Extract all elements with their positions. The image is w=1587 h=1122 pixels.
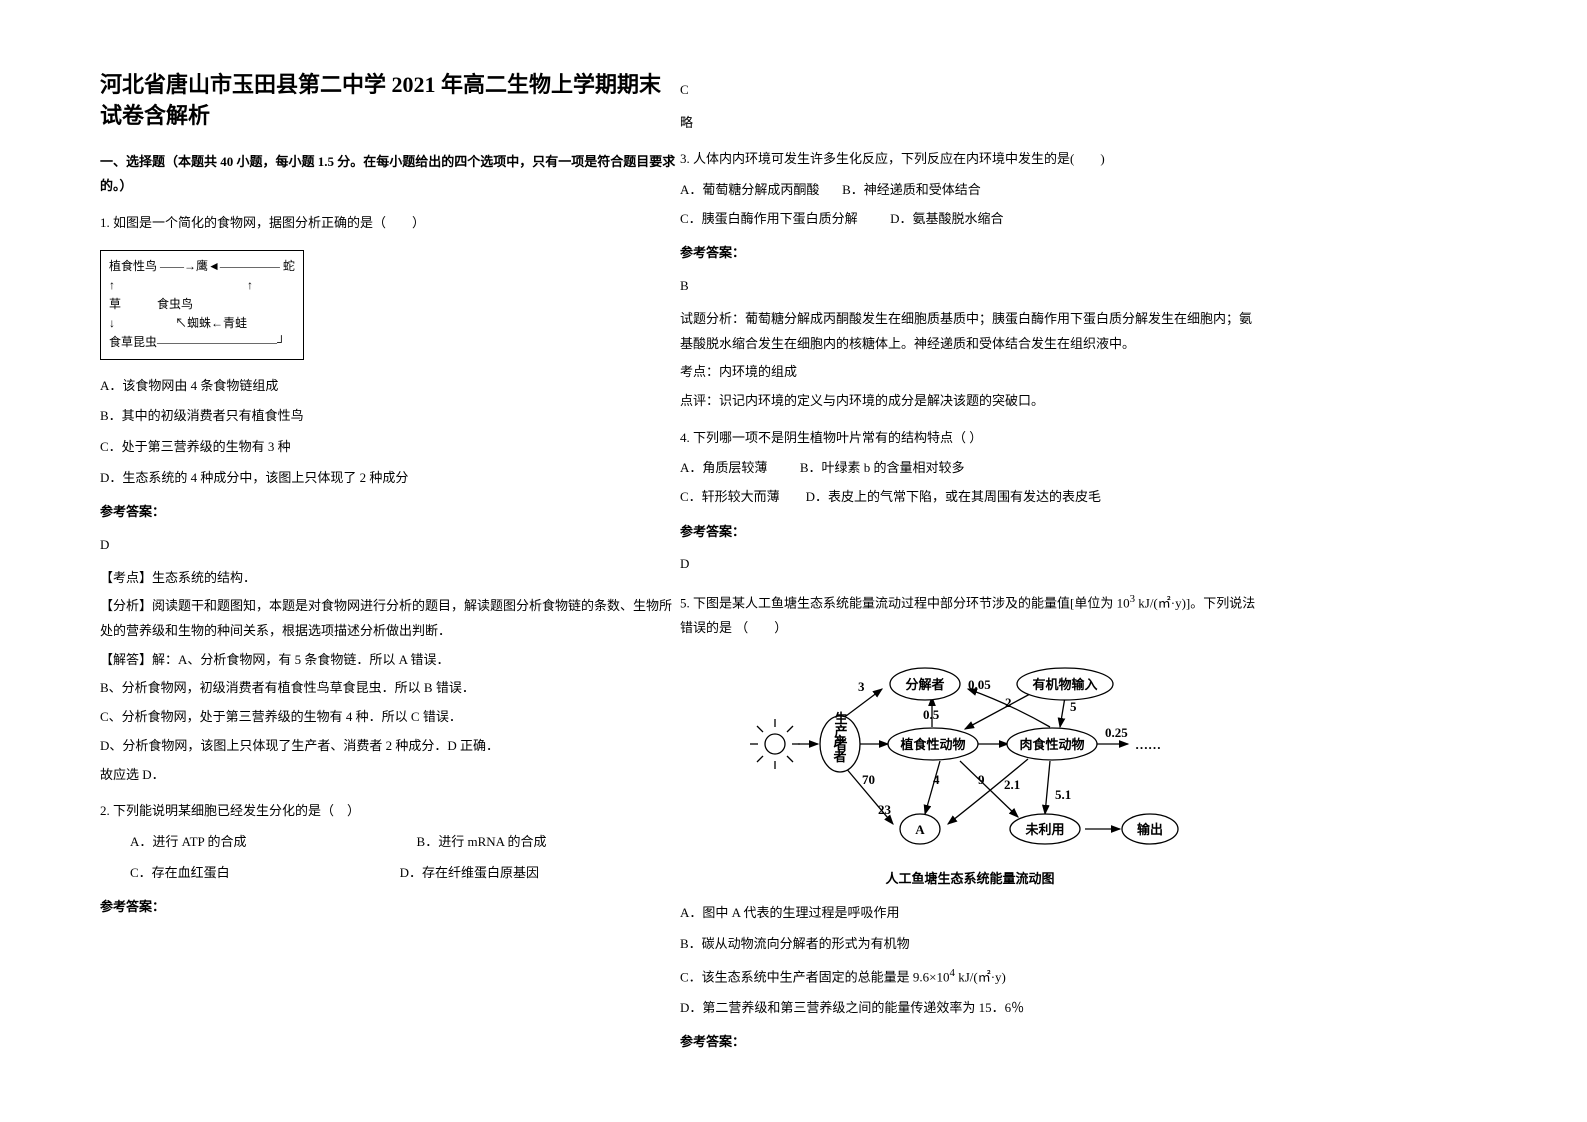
svg-text:植食性动物: 植食性动物: [899, 737, 965, 752]
q5-opt-c-b: kJ/(㎡·y): [955, 969, 1006, 984]
q2-opt-a: A．进行 ATP 的合成: [130, 830, 247, 855]
q1-analysis: C、分析食物网，处于第三营养级的生物有 4 种．所以 C 错误．: [100, 705, 680, 730]
q4-opt-d: D．表皮上的气常下陷，或在其周围有发达的表皮毛: [806, 489, 1101, 504]
q5-opt-d: D．第二营养级和第三营养级之间的能量传递效率为 15．6％: [680, 996, 1260, 1021]
q5-energy-flow-diagram: 生产者 产 者 分解者 有机物输入 植食性动物 肉食性动物 A 未利用 输出 ……: [680, 649, 1260, 859]
q1-opt-c: C．处于第三营养级的生物有 3 种: [100, 435, 680, 460]
left-page: 河北省唐山市玉田县第二中学 2021 年高二生物上学期期末试卷含解析 一、选择题…: [100, 70, 680, 920]
svg-text:5: 5: [1070, 699, 1077, 714]
q4-ans-label: 参考答案：: [680, 520, 1260, 545]
svg-text:5.1: 5.1: [1055, 787, 1071, 802]
q2-analysis: 略: [680, 111, 1260, 136]
q5-diagram-caption: 人工鱼塘生态系统能量流动图: [680, 867, 1260, 892]
foodweb-row: 草 食虫鸟: [109, 295, 295, 314]
q1-analysis: 【分析】阅读题干和题图知，本题是对食物网进行分析的题目，解读题图分析食物链的条数…: [100, 594, 680, 643]
q3-opt-c: C．胰蛋白酶作用下蛋白质分解: [680, 211, 858, 226]
q4-opt-b: B．叶绿素 b 的含量相对较多: [800, 460, 965, 475]
q1-opt-d: D．生态系统的 4 种成分中，该图上只体现了 2 种成分: [100, 466, 680, 491]
svg-text:肉食性动物: 肉食性动物: [1019, 737, 1084, 752]
svg-text:0.5: 0.5: [923, 707, 940, 722]
svg-text:23: 23: [878, 802, 892, 817]
q5-opt-c-a: C．该生态系统中生产者固定的总能量是 9.6×10: [680, 969, 950, 984]
q1-analysis-head: 【考点】生态系统的结构．: [100, 566, 680, 591]
section-1-head: 一、选择题（本题共 40 小题，每小题 1.5 分。在每小题给出的四个选项中，只…: [100, 150, 680, 199]
q5-ans-label: 参考答案：: [680, 1030, 1260, 1055]
foodweb-row: ↓ ↖蜘蛛←青蛙: [109, 314, 295, 333]
foodweb-row: 食草昆虫——————————┘: [109, 333, 295, 352]
q1-foodweb-diagram: 植食性鸟 ——→鹰◄————— 蛇 ↑ ↑ 草 食虫鸟 ↓ ↖蜘蛛←青蛙 食草昆…: [100, 250, 304, 360]
svg-text:0.25: 0.25: [1105, 725, 1128, 740]
q3-opt-a: A．葡萄糖分解成丙酮酸: [680, 182, 819, 197]
doc-title: 河北省唐山市玉田县第二中学 2021 年高二生物上学期期末试卷含解析: [100, 70, 680, 132]
svg-text:2: 2: [1005, 695, 1012, 710]
q1-analysis: 【解答】解：A、分析食物网，有 5 条食物链．所以 A 错误．: [100, 648, 680, 673]
q1-stem: 1. 如图是一个简化的食物网，据图分析正确的是（ ）: [100, 211, 680, 236]
svg-text:2.1: 2.1: [1004, 777, 1020, 792]
q3-analysis: 点评：识记内环境的定义与内环境的成分是解决该题的突破口。: [680, 389, 1260, 414]
svg-text:……: ……: [1135, 737, 1161, 752]
foodweb-row: 植食性鸟 ——→鹰◄————— 蛇: [109, 257, 295, 276]
svg-text:70: 70: [862, 772, 875, 787]
q5-stem: 5. 下图是某人工鱼塘生态系统能量流动过程中部分环节涉及的能量值[单位为 103…: [680, 589, 1260, 641]
svg-text:4: 4: [933, 772, 940, 787]
q3-analysis: 试题分析：葡萄糖分解成丙酮酸发生在细胞质基质中；胰蛋白酶作用下蛋白质分解发生在细…: [680, 307, 1260, 356]
right-page: C 略 3. 人体内内环境可发生许多生化反应，下列反应在内环境中发生的是( ) …: [680, 70, 1260, 1055]
svg-text:9: 9: [978, 772, 985, 787]
q4-opt-c: C．轩形较大而薄: [680, 489, 780, 504]
svg-text:0.05: 0.05: [968, 677, 991, 692]
q4-ans: D: [680, 552, 1260, 577]
q2-opt-b: B．进行 mRNA 的合成: [417, 830, 547, 855]
svg-text:A: A: [915, 822, 925, 837]
q1-ans-label: 参考答案：: [100, 500, 680, 525]
q1-analysis: D、分析食物网，该图上只体现了生产者、消费者 2 种成分．D 正确．: [100, 734, 680, 759]
svg-text:未利用: 未利用: [1024, 822, 1064, 837]
q3-ans: B: [680, 274, 1260, 299]
q3-opt-d: D．氨基酸脱水缩合: [890, 211, 1003, 226]
q1-opt-a: A．该食物网由 4 条食物链组成: [100, 374, 680, 399]
q2-ans-label: 参考答案：: [100, 895, 680, 920]
foodweb-row: ↑ ↑: [109, 276, 295, 295]
q3-opt-b: B．神经递质和受体结合: [842, 182, 981, 197]
q5-opt-b: B．碳从动物流向分解者的形式为有机物: [680, 932, 1260, 957]
q1-analysis: 故应选 D．: [100, 763, 680, 788]
q5-opt-c: C．该生态系统中生产者固定的总能量是 9.6×104 kJ/(㎡·y): [680, 963, 1260, 990]
svg-text:3: 3: [858, 679, 865, 694]
q2-opt-d: D．存在纤维蛋白原基因: [400, 861, 539, 886]
q2-opt-c: C．存在血红蛋白: [130, 861, 230, 886]
q3-analysis: 考点：内环境的组成: [680, 360, 1260, 385]
q3-ans-label: 参考答案：: [680, 241, 1260, 266]
svg-text:分解者: 分解者: [905, 677, 944, 692]
svg-text:输出: 输出: [1137, 822, 1163, 837]
q2-stem: 2. 下列能说明某细胞已经发生分化的是（ ）: [100, 799, 680, 824]
svg-text:产: 产: [833, 734, 846, 749]
q3-stem: 3. 人体内内环境可发生许多生化反应，下列反应在内环境中发生的是( ): [680, 147, 1260, 172]
q1-opt-b: B．其中的初级消费者只有植食性鸟: [100, 404, 680, 429]
q1-analysis: B、分析食物网，初级消费者有植食性鸟草食昆虫．所以 B 错误．: [100, 676, 680, 701]
q4-opt-a: A．角质层较薄: [680, 460, 767, 475]
q4-stem: 4. 下列哪一项不是阴生植物叶片常有的结构特点（ ）: [680, 426, 1260, 451]
q5-stem-a: 5. 下图是某人工鱼塘生态系统能量流动过程中部分环节涉及的能量值[单位为 10: [680, 595, 1130, 610]
q5-opt-a: A．图中 A 代表的生理过程是呼吸作用: [680, 901, 1260, 926]
q2-ans: C: [680, 78, 1260, 103]
svg-text:者: 者: [832, 749, 846, 764]
svg-text:有机物输入: 有机物输入: [1032, 677, 1097, 692]
q1-ans: D: [100, 533, 680, 558]
